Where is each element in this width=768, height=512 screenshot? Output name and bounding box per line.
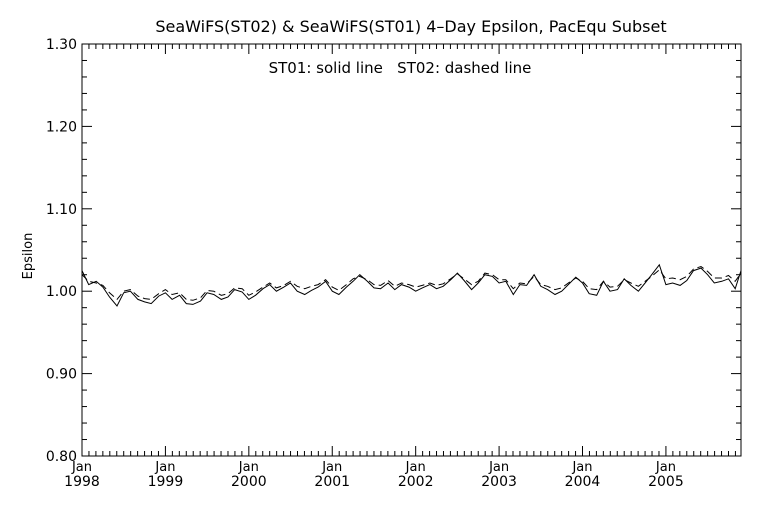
x-tick-month-label: Jan	[154, 460, 175, 475]
x-tick-year-label: 2001	[314, 474, 350, 490]
y-tick-label: 1.20	[46, 119, 77, 135]
x-tick-year-label: 1999	[148, 474, 184, 490]
series-layer	[81, 263, 742, 307]
y-tick-label: 1.30	[46, 37, 77, 53]
x-tick-month-label: Jan	[655, 460, 676, 475]
x-tick-year-label: 2004	[565, 474, 601, 490]
series-style-note: ST01: solid line ST02: dashed line	[269, 59, 532, 77]
x-tick-month-label: Jan	[405, 460, 426, 475]
x-tick-month-label: Jan	[238, 460, 259, 475]
y-tick-label: 0.80	[46, 449, 77, 465]
x-tick-year-label: 2005	[648, 474, 684, 490]
y-axis: 0.80 0.90 1.00 1.10 1.20 1.30	[46, 37, 741, 465]
x-tick-year-label: 1998	[64, 474, 100, 490]
series-line-st02	[81, 265, 742, 301]
x-tick-month-label: Jan	[488, 460, 509, 475]
x-tick-month-label: Jan	[571, 460, 592, 475]
x-tick-year-label: 2000	[231, 474, 267, 490]
y-axis-label: Epsilon	[21, 233, 36, 280]
y-tick-label: 1.10	[46, 202, 77, 218]
chart-title: SeaWiFS(ST02) & SeaWiFS(ST01) 4–Day Epsi…	[155, 17, 666, 36]
x-tick-month-label: Jan	[71, 460, 92, 475]
series-line-st01	[81, 263, 742, 307]
x-tick-year-label: 2002	[398, 474, 434, 490]
y-tick-label: 1.00	[46, 284, 77, 300]
plot-frame	[81, 43, 742, 457]
x-axis: Jan1998Jan1999Jan2000Jan2001Jan2002Jan20…	[64, 44, 736, 490]
x-tick-year-label: 2003	[481, 474, 517, 490]
y-tick-label: 0.90	[46, 367, 77, 383]
x-tick-month-label: Jan	[321, 460, 342, 475]
